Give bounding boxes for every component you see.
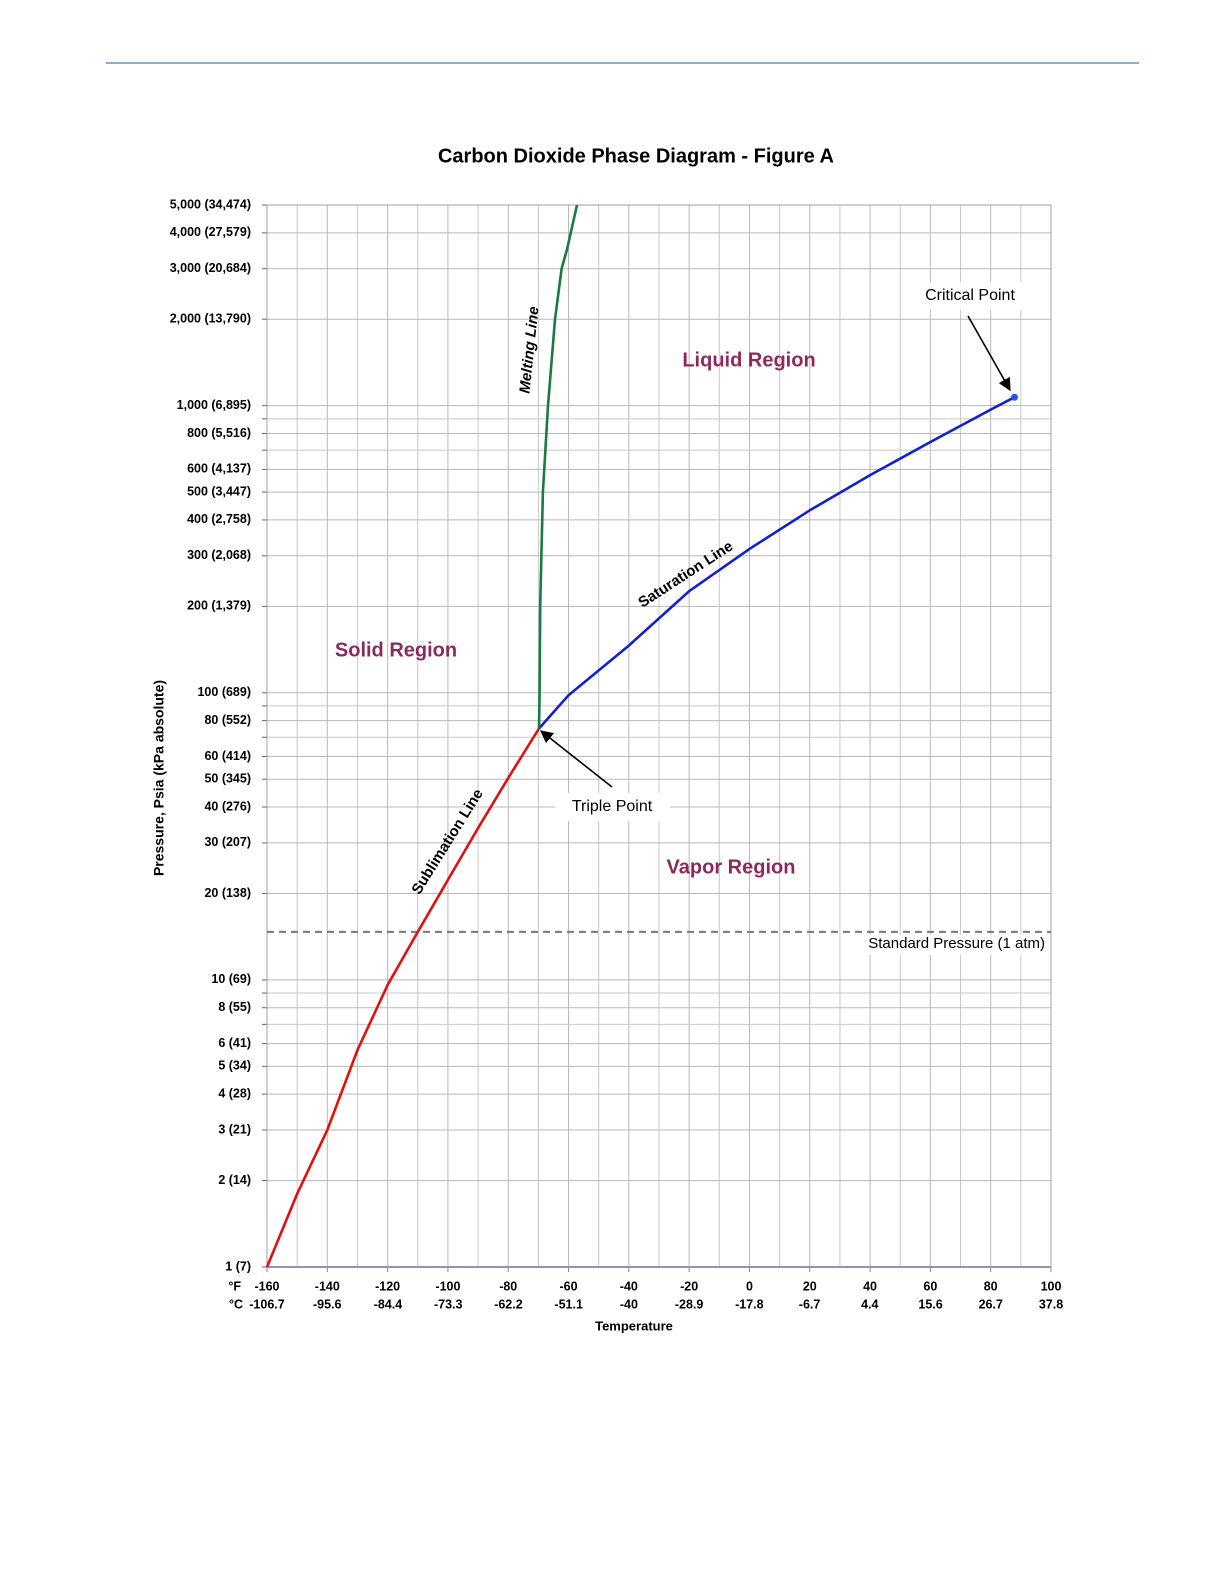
y-tick-label: 10 (69) xyxy=(211,972,251,986)
x2-tick-label: -28.9 xyxy=(675,1297,704,1311)
x2-tick-label: -73.3 xyxy=(434,1297,463,1311)
x2-tick-label: -106.7 xyxy=(249,1297,284,1311)
x-tick-label: 20 xyxy=(803,1279,817,1293)
x2-unit: °C xyxy=(229,1297,243,1311)
y-tick-label: 1,000 (6,895) xyxy=(177,398,251,412)
x-tick-label: 40 xyxy=(863,1279,877,1293)
region-label: Liquid Region xyxy=(682,349,815,371)
x2-tick-label: -62.2 xyxy=(494,1297,523,1311)
y-tick-label: 2,000 (13,790) xyxy=(170,312,251,326)
x-tick-label: -160 xyxy=(254,1279,279,1293)
critical-point xyxy=(1011,393,1019,401)
y-tick-label: 300 (2,068) xyxy=(187,548,251,562)
x2-tick-label: 26.7 xyxy=(979,1297,1003,1311)
x-tick-label: -80 xyxy=(499,1279,517,1293)
y-tick-label: 400 (2,758) xyxy=(187,512,251,526)
y-tick-label: 60 (414) xyxy=(204,749,251,763)
y-tick-label: 100 (689) xyxy=(197,685,251,699)
x2-tick-label: -51.1 xyxy=(554,1297,583,1311)
annotation-arrow xyxy=(539,730,613,788)
annotation-arrow xyxy=(967,315,1011,392)
x2-tick-label: 37.8 xyxy=(1039,1297,1063,1311)
x-tick-label: -100 xyxy=(435,1279,460,1293)
series-label: Saturation Line xyxy=(635,538,736,612)
y-tick-label: 3,000 (20,684) xyxy=(170,261,251,275)
y-tick-label: 500 (3,447) xyxy=(187,484,251,498)
y-tick-label: 2 (14) xyxy=(218,1173,251,1187)
y-tick-label: 40 (276) xyxy=(204,799,251,813)
x2-tick-label: 4.4 xyxy=(861,1297,878,1311)
annotation-bg xyxy=(555,793,670,821)
x-axis-label: Temperature xyxy=(595,1318,673,1333)
series-line xyxy=(538,396,1016,730)
y-tick-label: 4,000 (27,579) xyxy=(170,225,251,239)
y-tick-label: 50 (345) xyxy=(204,772,251,786)
chart-title: Carbon Dioxide Phase Diagram - Figure A xyxy=(438,145,834,167)
x-tick-label: -40 xyxy=(620,1279,638,1293)
reference-label-bg xyxy=(856,934,1048,955)
y-tick-label: 600 (4,137) xyxy=(187,462,251,476)
y-tick-label: 8 (55) xyxy=(218,1000,251,1014)
x2-tick-label: -84.4 xyxy=(374,1297,403,1311)
series-line xyxy=(537,204,579,729)
region-label: Vapor Region xyxy=(667,856,796,878)
y-tick-label: 80 (552) xyxy=(204,713,251,727)
y-tick-label: 200 (1,379) xyxy=(187,599,251,613)
annotation: Critical Point xyxy=(925,287,1015,304)
x-tick-label: 80 xyxy=(984,1279,998,1293)
y-tick-label: 4 (28) xyxy=(218,1086,251,1100)
x2-tick-label: -6.7 xyxy=(799,1297,821,1311)
reference-label: Standard Pressure (1 atm) xyxy=(868,935,1045,952)
x2-tick-label: -17.8 xyxy=(735,1297,764,1311)
x-tick-label: 100 xyxy=(1041,1279,1062,1293)
y-tick-label: 6 (41) xyxy=(218,1036,251,1050)
x2-tick-label: -40 xyxy=(620,1297,638,1311)
x-tick-label: -140 xyxy=(315,1279,340,1293)
x-tick-label: -120 xyxy=(375,1279,400,1293)
x-tick-label: -60 xyxy=(559,1279,577,1293)
region-label: Solid Region xyxy=(335,639,457,661)
y-tick-label: 5,000 (34,474) xyxy=(170,197,251,211)
y-tick-label: 1 (7) xyxy=(225,1259,251,1273)
x2-tick-label: -95.6 xyxy=(313,1297,342,1311)
annotation: Triple Point xyxy=(572,798,653,815)
series-line xyxy=(265,727,541,1268)
x-unit: °F xyxy=(228,1279,241,1293)
y-axis-label: Pressure, Psia (kPa absolute) xyxy=(151,680,167,876)
y-tick-label: 800 (5,516) xyxy=(187,426,251,440)
y-tick-label: 30 (207) xyxy=(204,835,251,849)
y-tick-label: 5 (34) xyxy=(218,1059,251,1073)
annotation-bg xyxy=(910,282,1030,310)
x-tick-label: 60 xyxy=(923,1279,937,1293)
y-tick-label: 20 (138) xyxy=(204,886,251,900)
x-tick-label: 0 xyxy=(746,1279,753,1293)
x-tick-label: -20 xyxy=(680,1279,698,1293)
y-tick-label: 3 (21) xyxy=(218,1122,251,1136)
x2-tick-label: 15.6 xyxy=(918,1297,942,1311)
